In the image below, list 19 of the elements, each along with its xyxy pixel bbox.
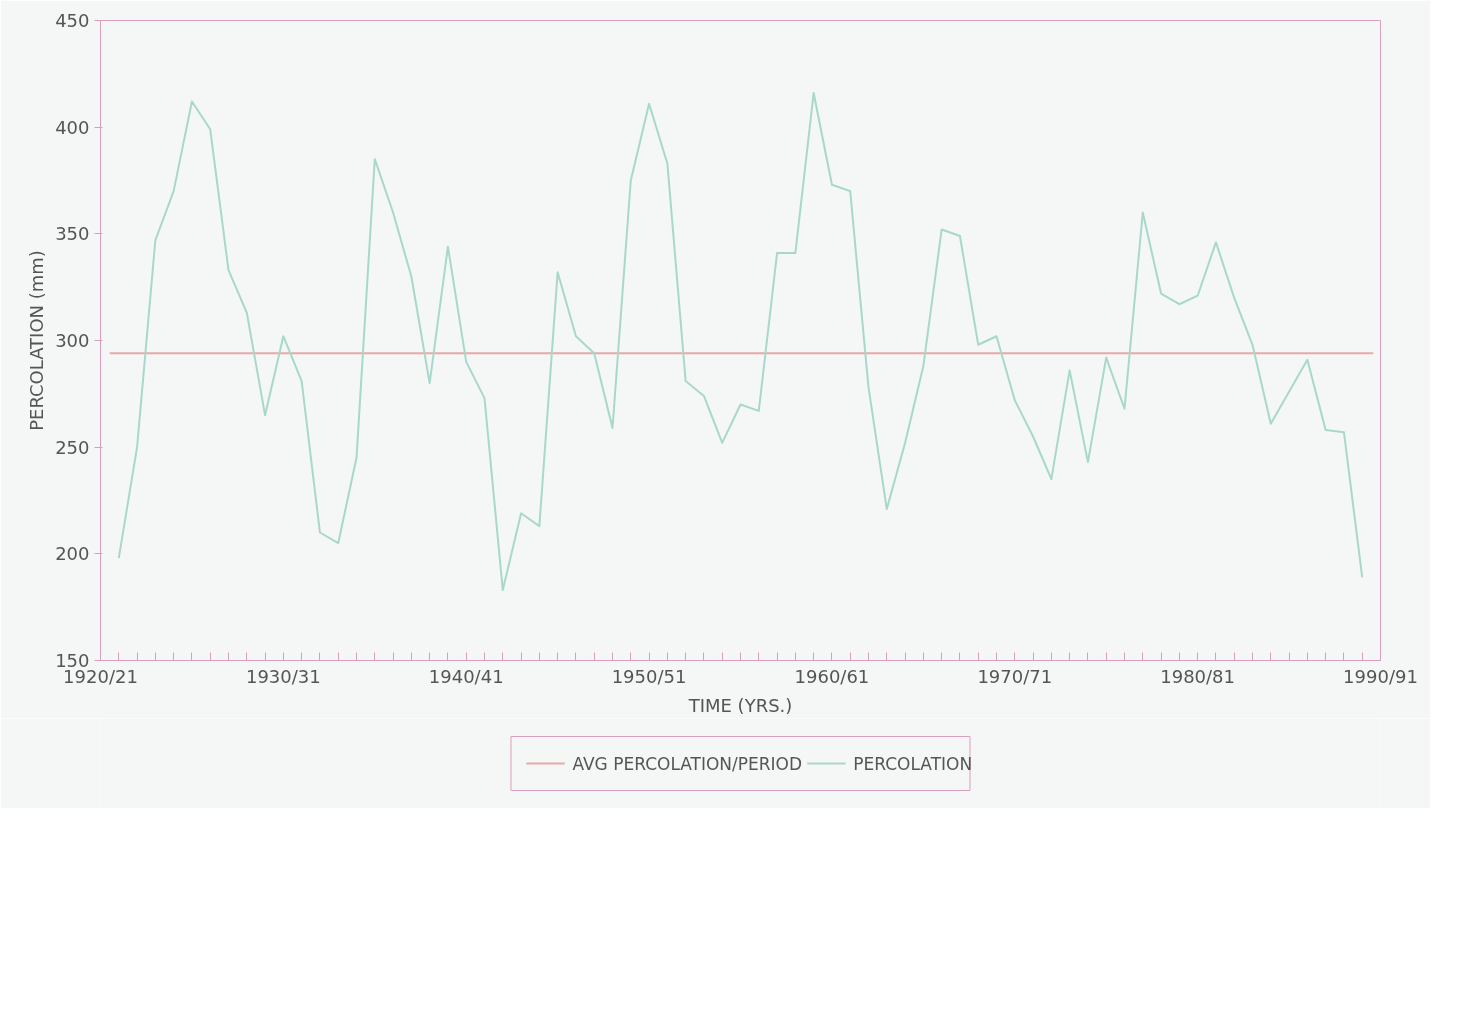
- x-tick-label: 1950/51: [611, 665, 687, 687]
- x-tick-label: 1940/41: [428, 665, 504, 687]
- y-tick-label: 450: [55, 10, 90, 31]
- y-tick-label: 200: [55, 543, 90, 565]
- legend-label: AVG PERCOLATION/PERIOD: [572, 753, 803, 774]
- x-tick-label: 1970/71: [977, 665, 1053, 687]
- x-tick-label: 1960/61: [794, 665, 870, 687]
- y-axis-title: PERCOLATION (mm): [26, 250, 48, 431]
- line-series: [117, 92, 1364, 592]
- x-axis-title: TIME (YRS.): [687, 694, 793, 716]
- legend-label: PERCOLATION: [853, 753, 973, 774]
- x-tick-label: 1980/81: [1160, 665, 1236, 687]
- x-tick-label: 1930/31: [245, 665, 321, 687]
- x-tick-label: 1990/91: [1343, 665, 1418, 687]
- y-tick-label: 300: [55, 330, 90, 351]
- y-tick-label: 250: [55, 436, 90, 458]
- y-tick-label: 150: [55, 650, 90, 671]
- y-tick-label: 400: [55, 116, 90, 138]
- y-tick-label: 350: [55, 223, 90, 245]
